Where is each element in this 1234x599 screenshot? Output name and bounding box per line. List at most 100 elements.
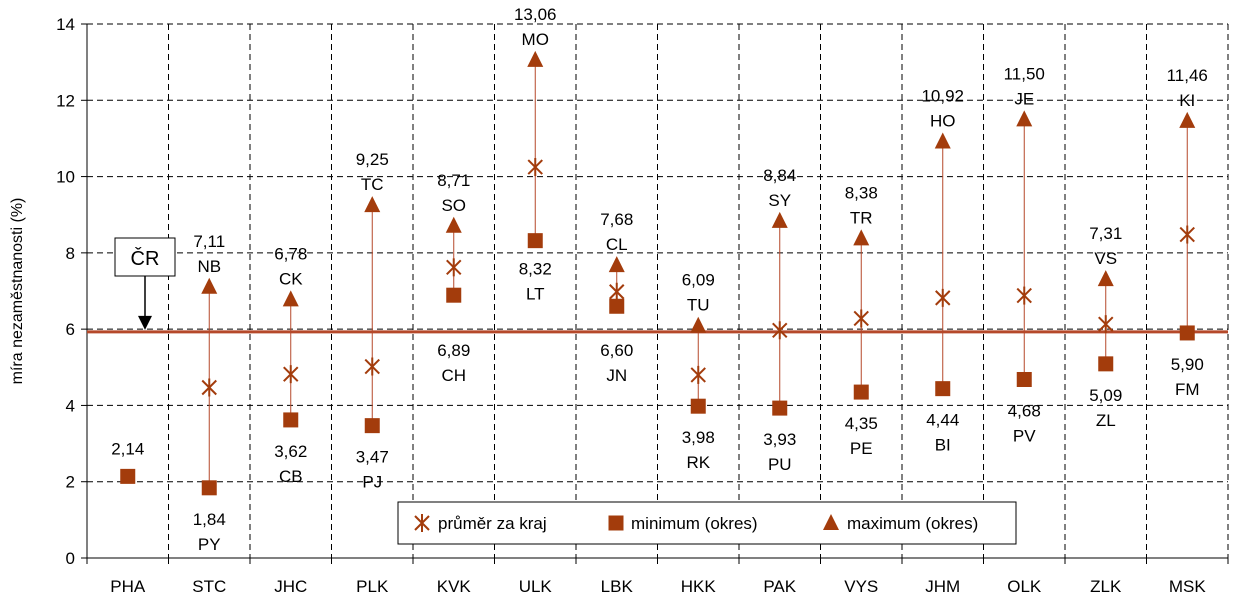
- x-tick-label: PLK: [356, 577, 389, 596]
- minimum-marker: [364, 418, 380, 434]
- minimum-district-label: PJ: [362, 473, 382, 492]
- x-tick-label: VYS: [844, 577, 878, 596]
- maximum-marker: [1097, 270, 1114, 287]
- average-marker: [853, 309, 869, 328]
- maximum-district-label: MO: [522, 30, 549, 49]
- y-axis-label: míra nezaměstnanosti (%): [9, 198, 26, 385]
- maximum-marker: [934, 132, 951, 149]
- minimum-marker: [690, 398, 706, 414]
- reference-label-box: [114, 237, 176, 277]
- minimum-value-label: 8,32: [519, 260, 552, 279]
- maximum-marker: [364, 196, 381, 213]
- maximum-value-label: 7,31: [1089, 224, 1122, 243]
- average-marker: [201, 378, 217, 397]
- minimum-value-label: 3,62: [274, 442, 307, 461]
- x-tick-label: MSK: [1169, 577, 1207, 596]
- minimum-value-label: 4,35: [845, 414, 878, 433]
- legend-box: [397, 501, 1017, 545]
- maximum-district-label: KI: [1179, 91, 1195, 110]
- data-marks: [120, 50, 1196, 496]
- maximum-district-label: VS: [1094, 249, 1117, 268]
- reference-arrow-head: [138, 315, 152, 330]
- average-marker: [446, 258, 462, 277]
- minimum-marker: [1179, 325, 1195, 341]
- legend-maximum-label: maximum (okres): [847, 514, 978, 533]
- minimum-value-label: 5,90: [1171, 355, 1204, 374]
- reference-label: ČR: [131, 247, 160, 270]
- x-tick-label: JHM: [925, 577, 960, 596]
- minimum-marker: [853, 384, 869, 400]
- maximum-value-label: 8,38: [845, 183, 878, 202]
- maximum-value-label: 11,50: [1004, 64, 1045, 83]
- maximum-value-label: 11,46: [1167, 66, 1208, 85]
- average-marker: [364, 357, 380, 376]
- minimum-district-label: JN: [606, 366, 627, 385]
- maximum-value-label: 8,71: [437, 171, 470, 190]
- minimum-marker: [609, 298, 625, 314]
- minimum-marker: [201, 480, 217, 496]
- average-marker: [609, 282, 625, 301]
- average-marker: [283, 365, 299, 384]
- minimum-value-label: 6,60: [600, 341, 633, 360]
- maximum-district-label: NB: [197, 257, 221, 276]
- minimum-value-label: 4,44: [926, 411, 959, 430]
- minimum-district-label: PU: [768, 455, 792, 474]
- x-tick-label: LBK: [601, 577, 634, 596]
- maximum-marker: [853, 229, 870, 246]
- maximum-district-label: SY: [768, 191, 791, 210]
- average-marker: [935, 288, 951, 307]
- maximum-marker: [201, 277, 218, 294]
- maximum-district-label: TU: [687, 296, 710, 315]
- minimum-district-label: CB: [279, 467, 303, 486]
- average-marker: [1016, 286, 1032, 305]
- minimum-marker: [527, 233, 543, 249]
- average-marker: [527, 158, 543, 177]
- maximum-district-label: TR: [850, 208, 873, 227]
- minimum-value-label: 3,93: [763, 430, 796, 449]
- maximum-marker: [527, 50, 544, 67]
- minimum-value-label: 2,14: [111, 439, 144, 458]
- minimum-district-label: CH: [441, 366, 466, 385]
- x-tick-label: PHA: [110, 577, 146, 596]
- legend-minimum-label: minimum (okres): [631, 514, 758, 533]
- x-tick-label: JHC: [274, 577, 307, 596]
- minimum-district-label: ZL: [1096, 411, 1116, 430]
- maximum-value-label: 10,92: [921, 86, 964, 105]
- y-axis: 0 2 4 6 8 10 12 14: [56, 15, 88, 568]
- y-tick-label: 14: [56, 15, 75, 34]
- minimum-value-label: 3,47: [356, 448, 389, 467]
- maximum-district-label: HO: [930, 111, 956, 130]
- legend: průměr za kraj minimum (okres) maximum (ok…: [397, 501, 1017, 545]
- maximum-marker: [1016, 110, 1033, 127]
- maximum-value-label: 6,09: [682, 271, 715, 290]
- y-tick-label: 0: [66, 549, 75, 568]
- legend-minimum-marker: [608, 515, 624, 531]
- legend-average-label: průměr za kraj: [438, 514, 547, 533]
- maximum-marker: [690, 316, 707, 333]
- minimum-district-label: LT: [526, 285, 545, 304]
- x-tick-label: HKK: [681, 577, 717, 596]
- legend-average-marker: [414, 514, 430, 532]
- minimum-marker: [120, 468, 136, 484]
- data-labels: 2,14 7,11 NB 1,84 PY 6,78 CK 3,62 CB 9,25 TC 3,47 PJ…: [111, 5, 1208, 554]
- y-tick-label: 2: [66, 473, 75, 492]
- x-axis: PHA STC JHC PLK KVK ULK LBK HKK PAK VYS JHM OLK ZLK M…: [86, 557, 1229, 596]
- maximum-value-label: 6,78: [274, 244, 307, 263]
- minimum-value-label: 5,09: [1089, 386, 1122, 405]
- y-tick-label: 4: [66, 396, 75, 415]
- maximum-value-label: 8,84: [763, 166, 796, 185]
- reference-line: ČR: [87, 237, 1228, 334]
- minimum-value-label: 4,68: [1008, 401, 1041, 420]
- average-marker: [772, 321, 788, 340]
- minimum-marker: [1098, 356, 1114, 372]
- x-tick-label: KVK: [437, 577, 472, 596]
- maximum-value-label: 9,25: [356, 150, 389, 169]
- minimum-value-label: 1,84: [193, 510, 226, 529]
- minimum-marker: [283, 412, 299, 428]
- grid: [87, 23, 1229, 558]
- maximum-marker: [445, 216, 462, 233]
- y-tick-label: 10: [56, 168, 75, 187]
- x-tick-label: PAK: [763, 577, 796, 596]
- x-tick-label: ULK: [519, 577, 553, 596]
- x-tick-label: ZLK: [1090, 577, 1122, 596]
